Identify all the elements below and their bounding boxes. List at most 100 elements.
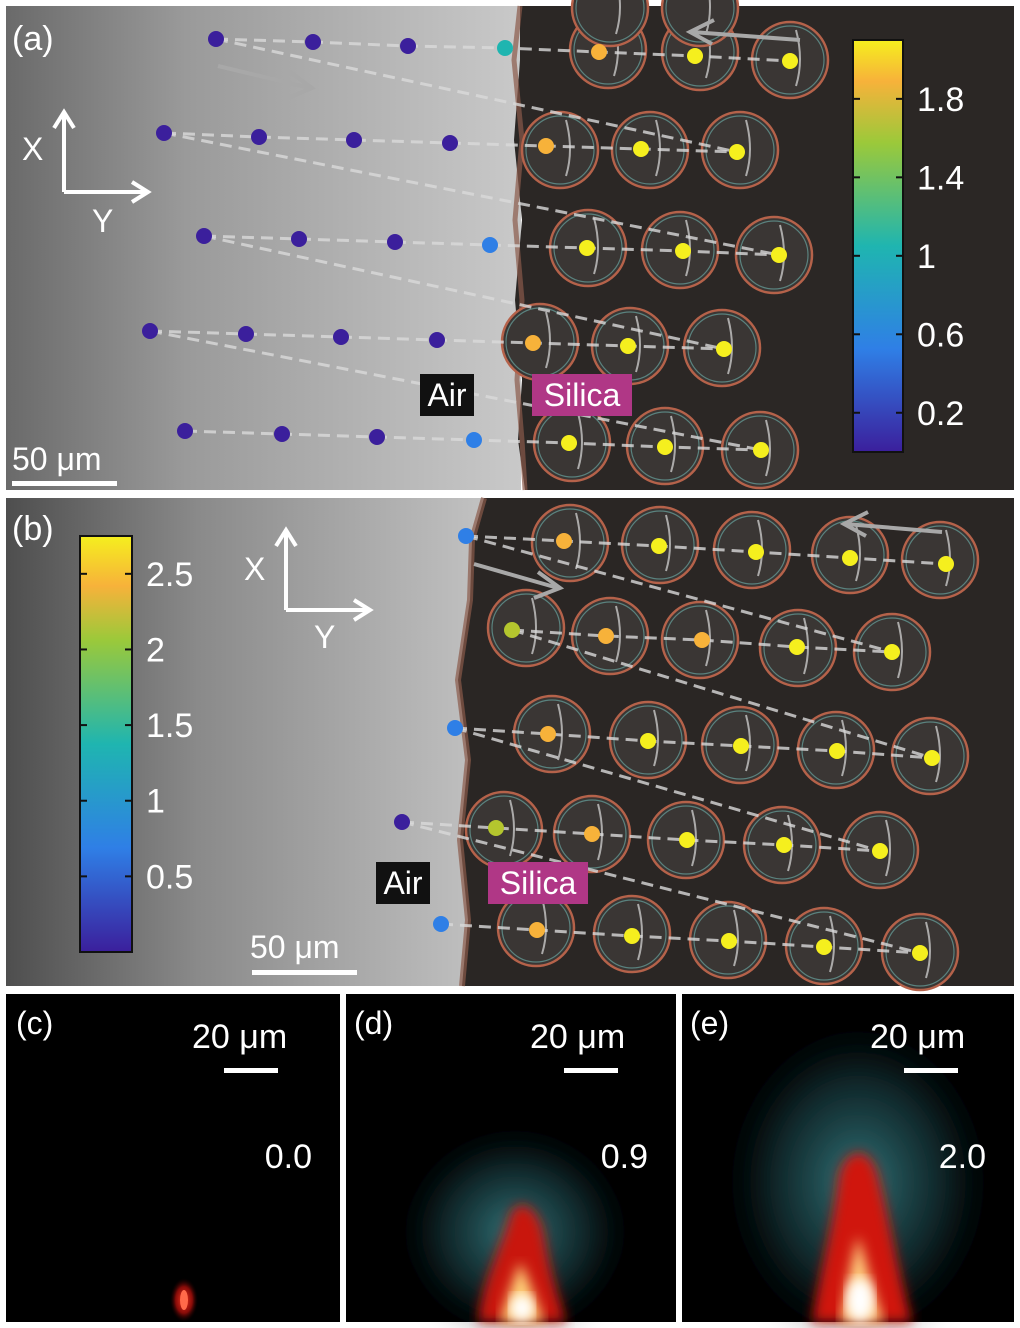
panel-a-trajectory-point [525,335,541,351]
panel-b-trajectory-point [598,628,614,644]
panel-b-trajectory-point [816,939,832,955]
panel-b-trajectory-point [789,639,805,655]
panel-a-microsphere [520,110,600,190]
panel-b-microsphere-reflex [841,719,847,777]
panel-b-trajectory-point [694,632,710,648]
panel-d-hotspot [510,1294,534,1322]
panel-a-microsphere-rim [525,115,595,185]
panel-b: X Y (b) 50 μm Air Silica 2.5 2 1.5 1 0.5 [6,497,1014,992]
panel-a-colorbar-tick-label: 0.2 [917,395,964,433]
panel-a-microsphere-reflex [615,0,621,35]
panel-a-colorbar [852,39,904,453]
panel-a-trajectory-point [466,432,482,448]
panel-b-trajectory-point [529,922,545,938]
panel-b-trajectory-point [488,820,504,836]
panel-b-trajectory-point [748,544,764,560]
panel-c: (c) 20 μm 0.0 [6,994,340,1322]
panel-b-trajectory-line [401,820,881,853]
panel-a-trajectory-point [177,423,193,439]
panel-b-interface [454,497,487,987]
panel-a-trajectory-point [538,138,554,154]
panel-a-trajectory-point [633,141,649,157]
panel-b-microsphere-rim [651,805,721,875]
panel-a-microsphere-reflex [670,415,676,473]
panel-b-trajectory-point [651,538,667,554]
panel-c-value: 0.0 [265,1138,312,1176]
panel-b-reflected-arrow [839,510,943,538]
panel-b-trajectory-point [458,528,474,544]
panel-b-trajectory-point [433,916,449,932]
panel-b-trajectory-line [440,922,921,955]
panel-a-trajectory-point [429,332,445,348]
panel-b-trajectory-point [540,726,556,742]
panel-b-microsphere-reflex [615,605,621,663]
panel-a-trajectory-point [346,132,362,148]
panel-a-microsphere-rim [665,0,735,43]
panel-a-trajectory-point [716,341,732,357]
panel-b-trajectory-point [829,743,845,759]
panel-b-microsphere-reflex [653,709,659,767]
panel-b-trajectory-point [504,622,520,638]
panel-b-silica-label: Silica [500,865,577,901]
panel-b-trajectory-line [454,726,881,853]
panel-a-axis-y-label: Y [92,203,113,239]
panel-a-trajectory-point [657,439,673,455]
panel-b-colorbar-tick-label: 2 [146,631,165,669]
panel-a-trajectory-point [305,34,321,50]
panel-a-trajectory-point [729,144,745,160]
panel-a-trajectory-point [208,31,224,47]
panel-a-reflected-arrow [685,18,801,46]
panel-d-label: (d) [354,1005,393,1041]
panel-b-label: (b) [12,510,54,548]
panel-b-microsphere-reflex [557,703,563,761]
panel-b-axes-icon [274,526,374,622]
panel-a-label: (a) [12,20,54,58]
panel-a-trajectory-point [782,53,798,69]
panel-a-trajectory-point [387,234,403,250]
panel-a-trajectory-point [442,135,458,151]
panel-b-microsphere-reflex [935,725,941,783]
panel-a-scale-bar [12,481,117,486]
panel-d-plume [478,1204,566,1322]
panel-a-trajectory-point [156,125,172,141]
panel-a-microsphere-reflex [545,311,551,369]
panel-b-incident-arrow [473,562,565,600]
panel-b-trajectory-point [872,843,888,859]
panel-b-trajectory-point [776,837,792,853]
panel-e-label: (e) [690,1005,729,1041]
panel-c-scale-bar-label: 20 μm [192,1018,287,1056]
panel-b-trajectory-point [640,733,656,749]
panel-a-trajectory-point [333,329,349,345]
panel-b-trajectory-line [465,534,947,566]
panel-a-trajectory-point [142,323,158,339]
panel-a-microsphere-reflex [705,0,711,35]
panel-b-trajectory-point [733,738,749,754]
panel-a-trajectory-point [753,442,769,458]
panel-b-microsphere-rim [575,601,645,671]
panel-b-trajectory-point [912,945,928,961]
panel-a-points [142,31,798,458]
panel-b-microsphere-reflex [925,921,931,979]
panel-c-background [6,994,340,1322]
panel-b-air-label-bg [376,862,430,904]
panel-b-points [394,528,954,961]
panel-a-trajectory-line [215,37,738,154]
panel-b-trajectory-point [938,556,954,572]
panel-b-microsphere-reflex [531,597,537,655]
panel-d: (d) 20 μm 0.9 [346,994,676,1328]
panel-b-trajectory-point [679,832,695,848]
panel-b-microsphere-reflex [665,514,671,572]
panel-d-scale-bar [564,1068,618,1073]
panel-b-microsphere-reflex [829,915,835,973]
panel-a-air-label-bg [420,374,474,416]
panel-b-microsphere-reflex [745,714,751,772]
panel-b-trajectory-point [556,533,572,549]
panel-e-scale-bar-label: 20 μm [870,1018,965,1056]
panel-a-air-label: Air [427,377,466,413]
panel-a-axes-icon [52,108,152,204]
panel-b-air-label: Air [383,865,422,901]
panel-b-microsphere-reflex [509,799,515,857]
panel-a-trajectory-point [591,44,607,60]
panel-b-trajectory-line [511,628,933,760]
panel-a: X Y (a) 50 μm Air Silica 1.8 1.4 1 0.6 0.2 [6,0,1014,491]
